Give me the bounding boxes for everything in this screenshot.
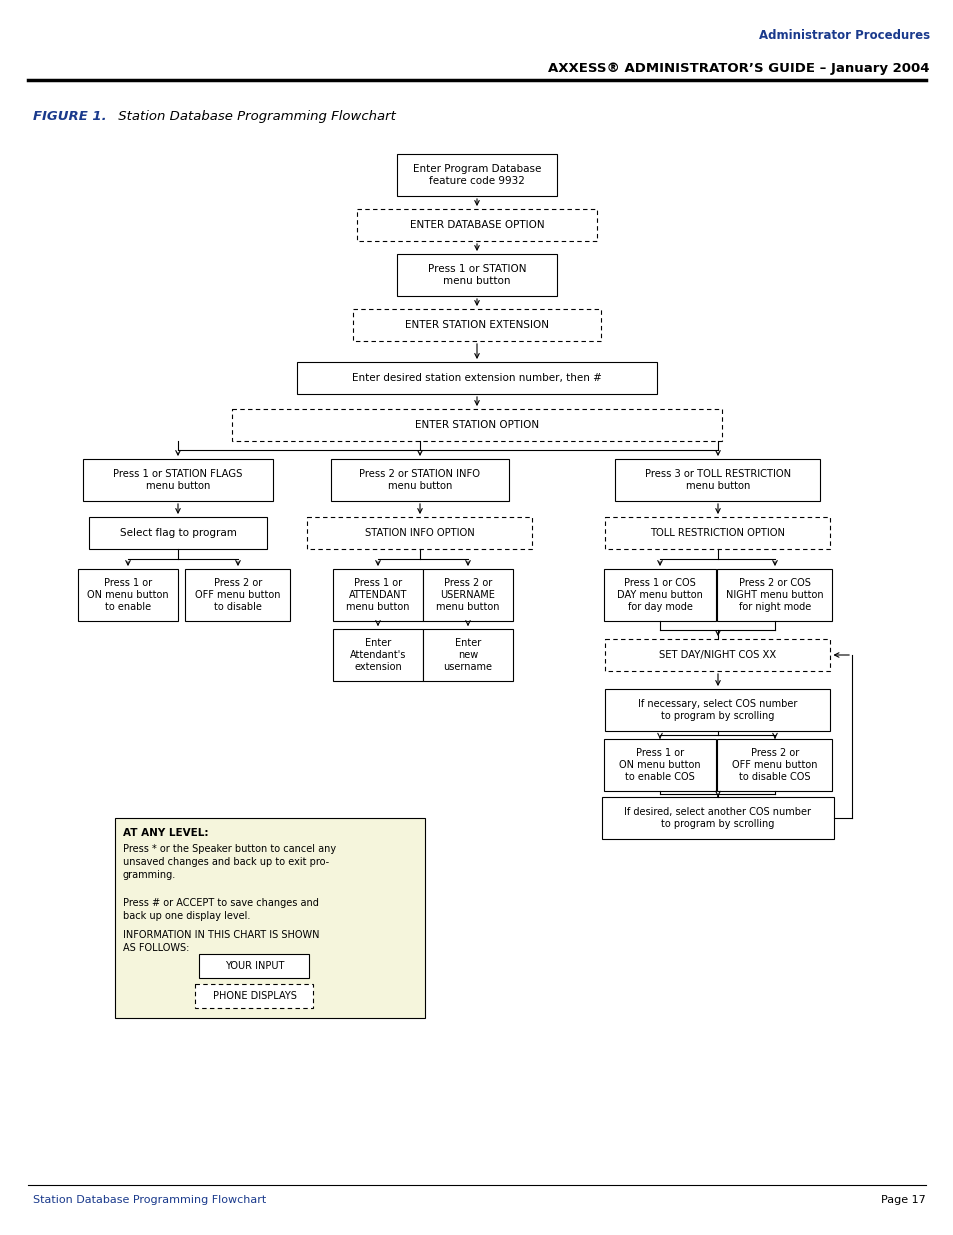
FancyBboxPatch shape [83, 459, 273, 501]
Text: AT ANY LEVEL:: AT ANY LEVEL: [123, 827, 209, 839]
Text: Press 2 or STATION INFO
menu button: Press 2 or STATION INFO menu button [359, 469, 480, 490]
FancyBboxPatch shape [603, 739, 716, 790]
FancyBboxPatch shape [115, 818, 424, 1018]
FancyBboxPatch shape [195, 984, 314, 1008]
Text: ENTER DATABASE OPTION: ENTER DATABASE OPTION [409, 220, 544, 230]
FancyBboxPatch shape [185, 569, 291, 621]
Text: If desired, select another COS number
to program by scrolling: If desired, select another COS number to… [624, 808, 811, 829]
FancyBboxPatch shape [605, 689, 830, 731]
Text: Page 17: Page 17 [881, 1195, 925, 1205]
Text: Press 1 or
ON menu button
to enable: Press 1 or ON menu button to enable [87, 578, 169, 611]
Text: STATION INFO OPTION: STATION INFO OPTION [365, 529, 475, 538]
Text: Press 1 or
ATTENDANT
menu button: Press 1 or ATTENDANT menu button [346, 578, 410, 611]
FancyBboxPatch shape [296, 362, 657, 394]
Text: TOLL RESTRICTION OPTION: TOLL RESTRICTION OPTION [650, 529, 784, 538]
Text: SET DAY/NIGHT COS XX: SET DAY/NIGHT COS XX [659, 650, 776, 659]
Text: Station Database Programming Flowchart: Station Database Programming Flowchart [33, 1195, 266, 1205]
FancyBboxPatch shape [615, 459, 820, 501]
FancyBboxPatch shape [603, 569, 716, 621]
FancyBboxPatch shape [307, 517, 532, 550]
Text: Press 2 or
OFF menu button
to disable COS: Press 2 or OFF menu button to disable CO… [732, 748, 817, 782]
Text: FIGURE 1.: FIGURE 1. [33, 110, 107, 124]
Text: Press 2 or
USERNAME
menu button: Press 2 or USERNAME menu button [436, 578, 499, 611]
FancyBboxPatch shape [396, 254, 557, 296]
Text: PHONE DISPLAYS: PHONE DISPLAYS [213, 990, 296, 1002]
FancyBboxPatch shape [78, 569, 178, 621]
FancyBboxPatch shape [333, 569, 422, 621]
Text: Press 1 or
ON menu button
to enable COS: Press 1 or ON menu button to enable COS [618, 748, 700, 782]
FancyBboxPatch shape [199, 953, 309, 978]
FancyBboxPatch shape [89, 517, 267, 550]
FancyBboxPatch shape [605, 517, 830, 550]
FancyBboxPatch shape [422, 569, 513, 621]
Text: Enter
new
username: Enter new username [443, 638, 492, 672]
Text: YOUR INPUT: YOUR INPUT [225, 961, 284, 971]
Text: Press 2 or COS
NIGHT menu button
for night mode: Press 2 or COS NIGHT menu button for nig… [725, 578, 823, 611]
Text: Press 2 or
OFF menu button
to disable: Press 2 or OFF menu button to disable [195, 578, 280, 611]
FancyBboxPatch shape [356, 209, 597, 241]
Text: AXXESS® ADMINISTRATOR’S GUIDE – January 2004: AXXESS® ADMINISTRATOR’S GUIDE – January … [548, 62, 929, 75]
Text: ENTER STATION EXTENSION: ENTER STATION EXTENSION [405, 320, 548, 330]
Text: Enter desired station extension number, then #: Enter desired station extension number, … [352, 373, 601, 383]
Text: Press # or ACCEPT to save changes and
back up one display level.: Press # or ACCEPT to save changes and ba… [123, 898, 318, 921]
Text: ENTER STATION OPTION: ENTER STATION OPTION [415, 420, 538, 430]
FancyBboxPatch shape [232, 409, 721, 441]
Text: Station Database Programming Flowchart: Station Database Programming Flowchart [113, 110, 395, 124]
FancyBboxPatch shape [353, 309, 600, 341]
FancyBboxPatch shape [333, 629, 422, 680]
Text: Enter Program Database
feature code 9932: Enter Program Database feature code 9932 [413, 164, 540, 185]
Text: Press 1 or STATION FLAGS
menu button: Press 1 or STATION FLAGS menu button [113, 469, 242, 490]
Text: INFORMATION IN THIS CHART IS SHOWN
AS FOLLOWS:: INFORMATION IN THIS CHART IS SHOWN AS FO… [123, 930, 319, 953]
FancyBboxPatch shape [605, 638, 830, 671]
Text: Press * or the Speaker button to cancel any
unsaved changes and back up to exit : Press * or the Speaker button to cancel … [123, 844, 335, 881]
FancyBboxPatch shape [601, 797, 833, 839]
Text: Select flag to program: Select flag to program [119, 529, 236, 538]
FancyBboxPatch shape [717, 739, 832, 790]
FancyBboxPatch shape [331, 459, 509, 501]
Text: Enter
Attendant's
extension: Enter Attendant's extension [350, 638, 406, 672]
Text: Press 3 or TOLL RESTRICTION
menu button: Press 3 or TOLL RESTRICTION menu button [644, 469, 790, 490]
FancyBboxPatch shape [396, 154, 557, 196]
Text: Press 1 or STATION
menu button: Press 1 or STATION menu button [427, 264, 526, 285]
FancyBboxPatch shape [717, 569, 832, 621]
FancyBboxPatch shape [422, 629, 513, 680]
Text: Administrator Procedures: Administrator Procedures [758, 28, 929, 42]
Text: If necessary, select COS number
to program by scrolling: If necessary, select COS number to progr… [638, 699, 797, 721]
Text: Press 1 or COS
DAY menu button
for day mode: Press 1 or COS DAY menu button for day m… [617, 578, 702, 611]
